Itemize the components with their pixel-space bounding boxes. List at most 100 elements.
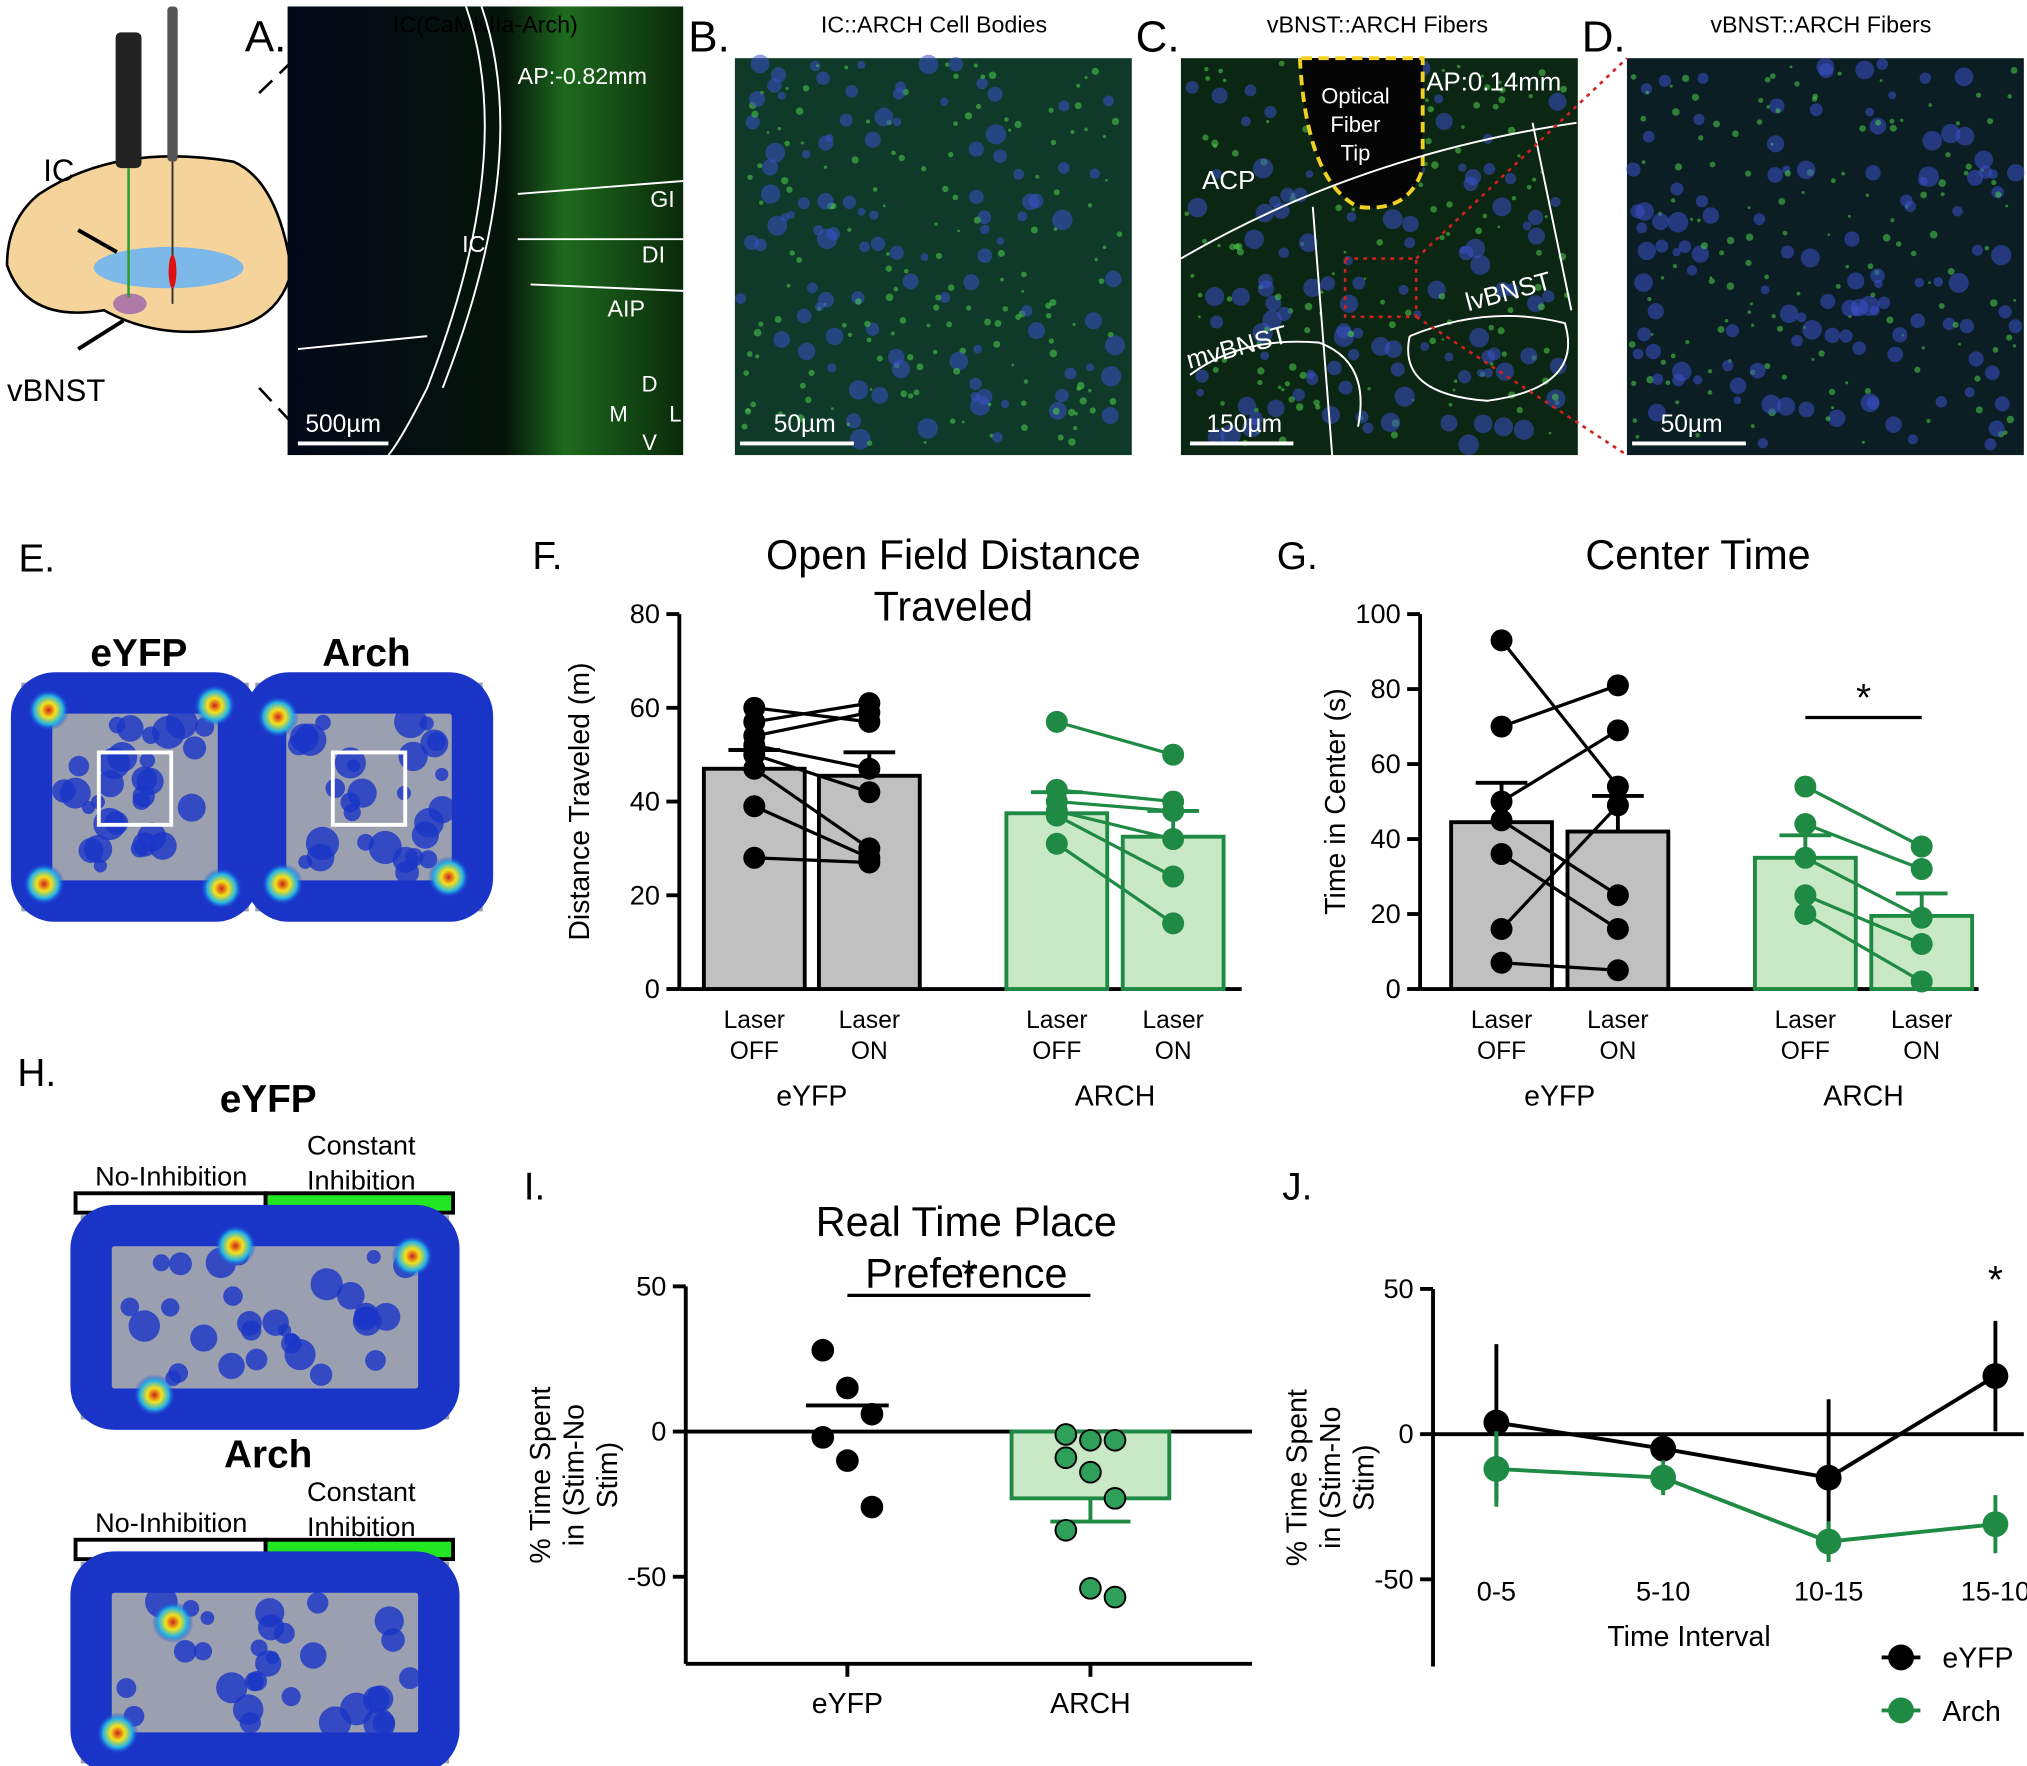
subject-point xyxy=(1490,951,1513,974)
y-tick-label: 40 xyxy=(630,786,660,817)
cell-signal xyxy=(1202,238,1207,244)
cell-signal xyxy=(1864,388,1871,395)
y-tick-label: 80 xyxy=(630,598,660,629)
cell-signal xyxy=(1446,201,1453,208)
sketch-label: IC xyxy=(43,153,74,188)
cell-signal xyxy=(800,141,804,145)
subject-point xyxy=(858,757,881,780)
micrograph xyxy=(287,6,684,456)
cell-signal xyxy=(1796,312,1807,323)
cell-signal xyxy=(1231,287,1250,306)
cell-signal xyxy=(827,363,837,373)
cell-signal xyxy=(1725,324,1739,338)
cell-signal xyxy=(933,304,940,311)
cell-signal xyxy=(1758,97,1764,103)
cell-signal xyxy=(1483,368,1493,378)
cell-signal xyxy=(1764,76,1771,83)
heatmap-blob xyxy=(190,1324,218,1352)
cell-signal xyxy=(1394,386,1415,407)
panel-label: J. xyxy=(1282,1166,1312,1209)
x-tick-label: ARCH xyxy=(1050,1688,1131,1720)
cell-signal xyxy=(1347,348,1360,361)
cell-signal xyxy=(1461,125,1465,129)
cell-signal xyxy=(948,56,963,72)
cell-signal xyxy=(1089,407,1096,414)
zoom-box xyxy=(1343,257,1418,319)
cell-signal xyxy=(1376,239,1384,246)
cell-signal xyxy=(743,370,750,376)
cell-signal xyxy=(1313,399,1320,406)
cell-signal xyxy=(1289,363,1297,371)
cell-signal xyxy=(953,367,961,375)
cell-signal xyxy=(2005,204,2009,208)
cell-signal xyxy=(1984,365,2000,381)
cell-signal xyxy=(1713,120,1721,128)
heatmap-blob xyxy=(108,716,126,734)
cell-signal xyxy=(1202,134,1209,141)
cell-signal xyxy=(846,422,850,427)
heatmap-label: Arch xyxy=(322,632,410,675)
cell-signal xyxy=(1464,168,1482,186)
cell-signal xyxy=(866,337,872,343)
cell-signal xyxy=(1498,96,1506,104)
cell-signal xyxy=(1719,250,1725,256)
heatmap xyxy=(70,1204,460,1430)
heatmap-hotspot xyxy=(257,696,299,738)
cell-signal xyxy=(997,249,1005,257)
heatmap-hotspot xyxy=(133,1374,176,1416)
cell-signal xyxy=(844,65,849,70)
cell-signal xyxy=(933,349,938,355)
cell-signal xyxy=(1441,338,1445,341)
cell-signal xyxy=(825,327,844,346)
cell-signal xyxy=(1352,276,1366,290)
heatmap-blob xyxy=(337,1282,365,1310)
cell-signal xyxy=(1004,117,1009,122)
cell-signal xyxy=(1778,197,1786,205)
cell-signal xyxy=(1686,265,1698,276)
x-tick-label: 5-10 xyxy=(1636,1576,1690,1607)
cell-signal xyxy=(1789,65,1793,69)
cell-signal xyxy=(1213,143,1218,148)
heatmap-blob xyxy=(218,1352,245,1380)
heatmap-blob xyxy=(309,1363,333,1386)
cell-signal xyxy=(1984,438,1997,451)
cell-signal xyxy=(1050,139,1057,146)
cell-signal xyxy=(869,210,879,220)
heatmap-hotspot xyxy=(96,1712,139,1754)
cell-signal xyxy=(1438,293,1446,300)
cell-signal xyxy=(1473,414,1493,434)
cell-signal xyxy=(1870,268,1885,284)
heatmap-label: Arch xyxy=(224,1433,312,1476)
cell-signal xyxy=(1841,299,1859,317)
cell-signal xyxy=(1670,353,1676,359)
cell-signal xyxy=(891,150,896,156)
cell-signal xyxy=(1879,79,1883,83)
cell-signal xyxy=(1431,161,1439,169)
heatmap-blob xyxy=(246,1670,268,1692)
cell-signal xyxy=(1995,191,2002,198)
cell-signal xyxy=(797,197,810,210)
cell-signal xyxy=(1865,193,1870,198)
cell-signal xyxy=(1260,351,1270,361)
cell-signal xyxy=(1890,218,1895,223)
cell-signal xyxy=(1522,221,1532,231)
cell-signal xyxy=(1000,277,1004,282)
cell-signal xyxy=(1885,416,1902,433)
cell-signal xyxy=(1847,272,1865,290)
cell-signal xyxy=(759,200,764,205)
cell-signal xyxy=(1767,135,1785,153)
subject-line xyxy=(1500,728,1619,803)
cell-signal xyxy=(1445,231,1451,237)
cell-signal xyxy=(761,184,781,204)
x-tick-label: Laser OFF xyxy=(1471,1007,1532,1065)
cell-signal xyxy=(746,408,750,412)
cell-signal xyxy=(1185,80,1199,94)
cell-signal xyxy=(1527,209,1544,226)
cell-signal xyxy=(1919,72,1932,84)
cell-signal xyxy=(784,140,790,147)
region-label: DI xyxy=(642,241,665,267)
cell-signal xyxy=(1693,113,1705,126)
cell-signal xyxy=(1798,401,1815,418)
cell-signal xyxy=(1695,195,1709,208)
cell-signal xyxy=(846,413,862,429)
